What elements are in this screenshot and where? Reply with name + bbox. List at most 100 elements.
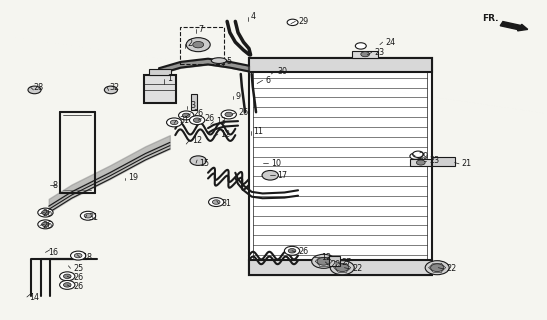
Text: 20: 20 (331, 260, 341, 269)
Text: 11: 11 (253, 127, 263, 136)
Text: 23: 23 (375, 48, 385, 57)
Circle shape (60, 272, 75, 281)
Circle shape (425, 261, 449, 275)
Circle shape (430, 264, 444, 272)
Text: 26: 26 (73, 282, 83, 291)
Text: 15: 15 (199, 159, 209, 168)
Circle shape (74, 253, 82, 258)
Circle shape (225, 112, 232, 117)
Text: 10: 10 (271, 159, 281, 168)
Circle shape (166, 118, 182, 127)
Circle shape (262, 171, 278, 180)
Circle shape (356, 43, 366, 49)
Circle shape (42, 210, 49, 215)
Bar (149, 69, 171, 75)
Text: 2: 2 (188, 39, 193, 48)
Text: 29: 29 (298, 17, 309, 26)
Circle shape (330, 261, 354, 275)
Bar (410, 159, 431, 166)
Circle shape (63, 283, 71, 287)
Circle shape (170, 120, 178, 124)
Text: 12: 12 (321, 253, 331, 262)
Text: 6: 6 (265, 76, 270, 85)
Circle shape (42, 222, 49, 227)
Text: 14: 14 (30, 292, 39, 301)
Text: 22: 22 (446, 264, 457, 274)
Circle shape (193, 42, 203, 48)
Circle shape (336, 264, 349, 272)
Text: 28: 28 (33, 83, 44, 92)
Bar (144, 75, 176, 103)
Circle shape (71, 251, 86, 260)
Bar (432, 157, 455, 166)
Text: 19: 19 (128, 173, 138, 182)
Text: 23: 23 (429, 156, 439, 165)
Text: 26: 26 (193, 109, 203, 118)
Circle shape (80, 211, 96, 220)
Text: 22: 22 (353, 264, 363, 274)
Text: 21: 21 (462, 159, 472, 168)
Circle shape (178, 111, 194, 120)
Text: 31: 31 (179, 116, 189, 125)
Text: 16: 16 (48, 248, 58, 257)
Bar (249, 58, 432, 275)
Text: 1: 1 (167, 74, 172, 83)
Text: 27: 27 (342, 258, 352, 267)
Circle shape (361, 52, 370, 57)
Circle shape (284, 246, 300, 255)
Circle shape (182, 113, 190, 118)
Bar (253, 60, 427, 272)
Text: 4: 4 (251, 12, 255, 21)
Bar (352, 51, 379, 58)
Text: 9: 9 (235, 92, 241, 101)
Text: 26: 26 (43, 221, 53, 230)
Circle shape (84, 213, 92, 218)
Circle shape (287, 19, 298, 26)
Text: 26: 26 (238, 108, 248, 117)
Text: 12: 12 (220, 130, 231, 139)
Text: 8: 8 (53, 181, 57, 190)
Circle shape (60, 280, 75, 289)
Bar (329, 256, 340, 266)
Bar (190, 94, 197, 110)
Circle shape (212, 200, 220, 204)
Text: 17: 17 (277, 171, 287, 180)
Circle shape (208, 197, 224, 206)
Bar (249, 58, 432, 72)
Circle shape (38, 220, 53, 229)
Circle shape (38, 208, 53, 217)
Circle shape (190, 156, 206, 165)
Circle shape (410, 153, 421, 159)
Text: 5: 5 (226, 57, 231, 66)
Text: 25: 25 (73, 264, 84, 273)
Circle shape (221, 110, 236, 119)
Text: 32: 32 (110, 83, 120, 92)
Bar (179, 27, 224, 64)
Circle shape (416, 160, 425, 165)
Ellipse shape (211, 58, 226, 63)
Circle shape (317, 258, 330, 265)
Text: 26: 26 (73, 273, 83, 282)
Text: 12: 12 (191, 136, 202, 145)
Text: 26: 26 (43, 209, 53, 218)
FancyArrow shape (500, 21, 528, 31)
Circle shape (189, 116, 205, 124)
Text: FR.: FR. (482, 14, 498, 23)
Circle shape (104, 86, 118, 94)
Circle shape (412, 151, 423, 157)
Circle shape (193, 118, 201, 123)
Text: 7: 7 (199, 25, 204, 34)
Text: 26: 26 (298, 247, 308, 256)
Text: 24: 24 (385, 38, 395, 47)
Circle shape (28, 86, 41, 94)
Circle shape (63, 274, 71, 278)
Text: 29: 29 (418, 152, 428, 161)
Circle shape (312, 254, 336, 268)
Bar (249, 260, 432, 275)
Circle shape (186, 38, 210, 52)
Text: 26: 26 (204, 114, 214, 123)
Text: 3: 3 (190, 101, 195, 110)
Text: 31: 31 (222, 199, 232, 208)
Text: 31: 31 (88, 213, 98, 222)
Text: 13: 13 (216, 117, 226, 126)
